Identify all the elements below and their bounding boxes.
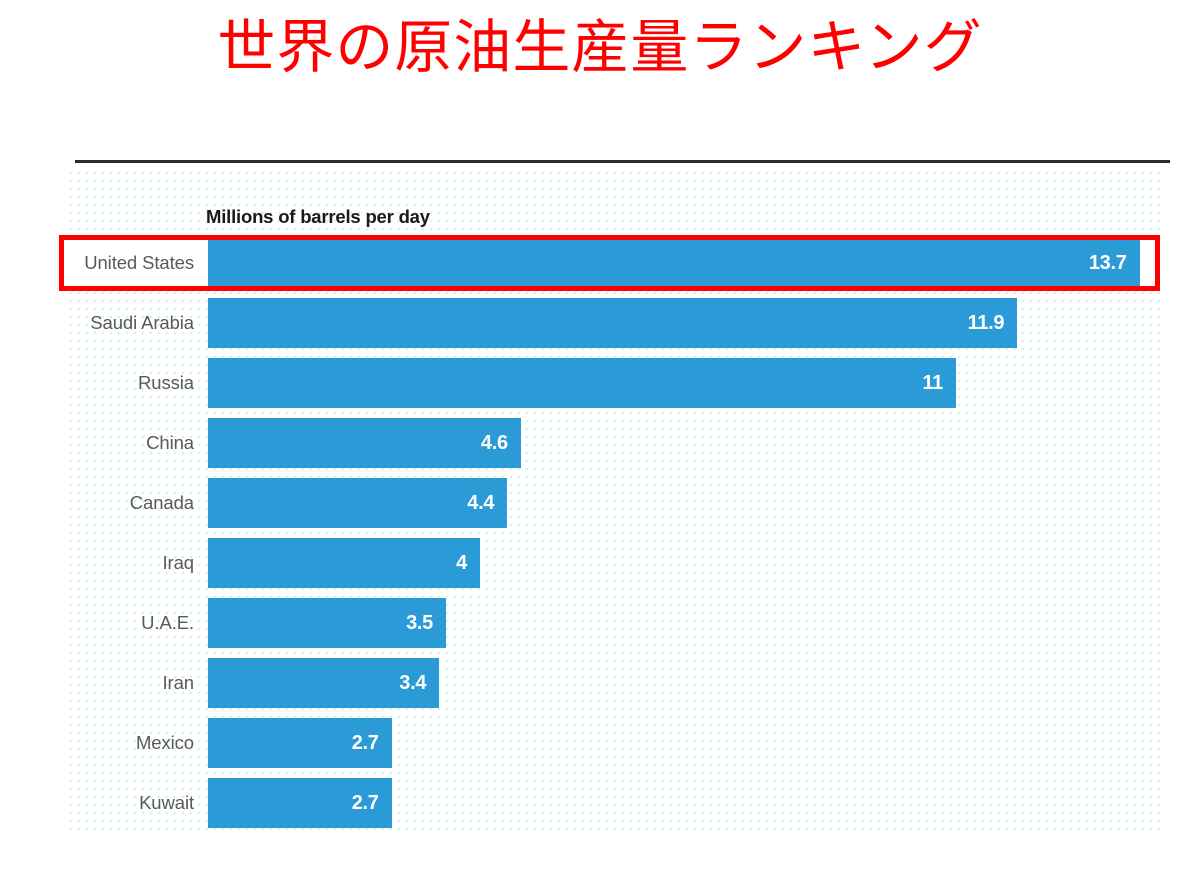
- bar-track: 3.4: [208, 658, 1160, 708]
- bar-track: 13.7: [208, 238, 1160, 288]
- bar-value-label: 3.5: [406, 612, 433, 634]
- bar-category-label: United States: [84, 252, 194, 273]
- page-title: 世界の原油生産量ランキング: [217, 15, 983, 80]
- bar-category-label: U.A.E.: [141, 612, 194, 633]
- chart-plot-area: Millions of barrels per day United State…: [59, 168, 1160, 835]
- bar-row: Iran 3.4: [66, 658, 1160, 708]
- bar-value-label: 3.4: [399, 672, 427, 694]
- bar-category-label: Russia: [138, 372, 194, 393]
- bar-value-label: 4: [456, 552, 467, 574]
- bar-row: Canada 4.4: [66, 478, 1160, 528]
- bar-fill: 11: [208, 358, 956, 408]
- bar-track: 4: [208, 538, 1160, 588]
- bar-row: Kuwait 2.7: [66, 778, 1160, 828]
- bar-chart: Millions of barrels per day United State…: [59, 160, 1170, 840]
- bar-category-label: Iraq: [162, 552, 195, 573]
- bar-fill: 2.7: [208, 718, 392, 768]
- bar-row: U.A.E. 3.5: [66, 598, 1160, 648]
- bar-value-label: 11.9: [967, 312, 1005, 334]
- bar-row: Russia 11: [66, 358, 1160, 408]
- bar-value-label: 13.7: [1088, 252, 1127, 274]
- bar-category-label: Mexico: [136, 732, 194, 753]
- bar-value-label: 2.7: [351, 732, 379, 754]
- chart-top-rule: [75, 160, 1170, 163]
- bar-category-label: Kuwait: [139, 792, 194, 813]
- bar-category-label: Canada: [129, 492, 194, 513]
- bar-fill: 3.5: [208, 598, 446, 648]
- bar-track: 11.9: [208, 298, 1160, 348]
- bar-fill: 13.7: [208, 238, 1140, 288]
- bar-category-label: China: [146, 432, 194, 453]
- bar-fill: 3.4: [208, 658, 440, 708]
- bar-value-label: 2.7: [351, 792, 379, 814]
- bar-category-label: Saudi Arabia: [90, 312, 194, 333]
- bar-row: Iraq 4: [66, 538, 1160, 588]
- bar-fill: 2.7: [208, 778, 392, 828]
- bar-fill: 4: [208, 538, 480, 588]
- bar-track: 2.7: [208, 778, 1160, 828]
- bar-row: China 4.6: [66, 418, 1160, 468]
- bar-value-label: 11: [922, 372, 943, 394]
- axis-unit-label: Millions of barrels per day: [206, 206, 430, 227]
- bar-track: 2.7: [208, 718, 1160, 768]
- bar-fill: 4.4: [208, 478, 508, 528]
- bar-fill: 4.6: [208, 418, 521, 468]
- bar-row: Mexico 2.7: [66, 718, 1160, 768]
- bar-row: Saudi Arabia 11.9: [66, 298, 1160, 348]
- bar-track: 11: [208, 358, 1160, 408]
- bar-track: 4.6: [208, 418, 1160, 468]
- bar-track: 3.5: [208, 598, 1160, 648]
- bar-category-label: Iran: [162, 672, 195, 693]
- bar-value-label: 4.4: [467, 492, 495, 514]
- bar-value-label: 4.6: [480, 432, 508, 454]
- bar-row: United States 13.7: [66, 238, 1160, 288]
- bar-track: 4.4: [208, 478, 1160, 528]
- bar-fill: 11.9: [208, 298, 1018, 348]
